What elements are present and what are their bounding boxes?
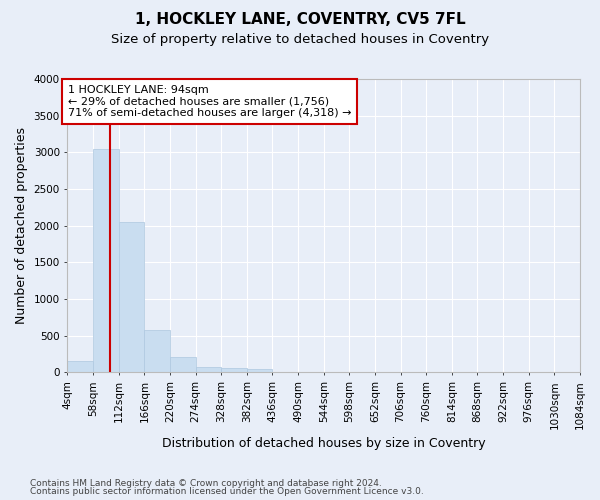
Text: Size of property relative to detached houses in Coventry: Size of property relative to detached ho… bbox=[111, 32, 489, 46]
Bar bbox=[93, 148, 119, 372]
Bar bbox=[170, 357, 196, 372]
Bar bbox=[145, 330, 170, 372]
Text: Contains public sector information licensed under the Open Government Licence v3: Contains public sector information licen… bbox=[30, 487, 424, 496]
Text: Contains HM Land Registry data © Crown copyright and database right 2024.: Contains HM Land Registry data © Crown c… bbox=[30, 478, 382, 488]
Bar bbox=[247, 368, 272, 372]
Bar bbox=[196, 366, 221, 372]
Text: 1, HOCKLEY LANE, COVENTRY, CV5 7FL: 1, HOCKLEY LANE, COVENTRY, CV5 7FL bbox=[134, 12, 466, 28]
Text: 1 HOCKLEY LANE: 94sqm
← 29% of detached houses are smaller (1,756)
71% of semi-d: 1 HOCKLEY LANE: 94sqm ← 29% of detached … bbox=[68, 85, 352, 118]
Bar bbox=[67, 362, 93, 372]
Bar bbox=[221, 368, 247, 372]
Bar bbox=[119, 222, 145, 372]
X-axis label: Distribution of detached houses by size in Coventry: Distribution of detached houses by size … bbox=[162, 437, 485, 450]
Y-axis label: Number of detached properties: Number of detached properties bbox=[15, 127, 28, 324]
